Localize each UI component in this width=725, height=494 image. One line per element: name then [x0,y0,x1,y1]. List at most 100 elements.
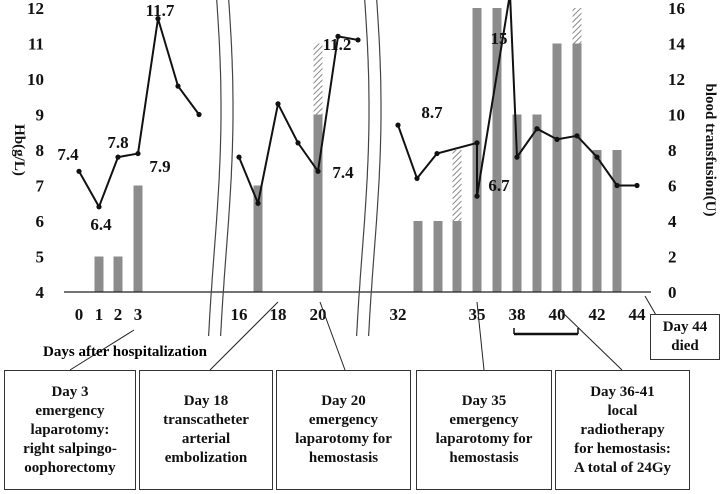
y-right-tick-label: 4 [668,212,677,231]
y-left-tick-label: 5 [36,248,45,267]
hb-point [315,168,321,174]
y-left-tick-label: 7 [36,177,45,196]
transfusion-bar-day-39 [552,43,562,292]
y-right-tick-label: 12 [668,70,685,89]
hb-point [255,200,261,206]
transfusion-bar-day-42 [612,150,622,292]
annotation-day-35: Day 35 emergency laparotomy for hemostas… [416,370,552,490]
hb-data-label: 7.9 [149,157,170,176]
hb-point [395,122,401,128]
y-left-tick-label: 4 [36,283,45,302]
hb-point [474,140,480,146]
transfusion-bar-day-34 [452,221,462,292]
hb-point [76,168,82,174]
hb-data-label: 11.2 [323,35,352,54]
hb-point [155,16,161,22]
axis-break-1-line-a [208,0,222,337]
hb-point [355,37,361,43]
y-right-tick-label: 14 [668,35,686,54]
x-tick-label: 18 [270,305,287,324]
hb-data-label: 11.7 [146,1,175,20]
y-left-tick-label: 11 [28,35,44,54]
annotation-day-36-41: Day 36-41 local radiotherapy for hemosta… [555,370,690,490]
annotation-day-20: Day 20 emergency laparotomy for hemostas… [276,370,411,490]
transfusion-bar-hatched-day-40 [572,8,582,44]
y-right-tick-label: 8 [668,141,677,160]
transfusion-bar-day-36 [492,8,502,292]
x-tick-label: 1 [95,305,104,324]
hb-data-label: 6.7 [488,176,510,195]
hb-point [554,136,560,142]
y-right-tick-label: 10 [668,106,685,125]
hb-point [175,83,181,89]
transfusion-bar-hatched-day-20 [313,43,323,115]
annotation-day-3: Day 3 emergency laparotomy: right salpin… [4,370,136,490]
x-tick-label: 44 [629,305,647,324]
transfusion-bar-day-20 [313,114,323,292]
hb-point [335,33,341,40]
x-tick-label: 32 [390,305,407,324]
hb-point [295,140,301,146]
hb-point [275,101,281,107]
hb-point [414,175,420,181]
annotation-leader-line [209,301,279,371]
hb-point [236,154,242,160]
transfusion-bar-day-38 [532,114,542,292]
x-axis-title: Days after hospitalization [43,344,208,360]
x-tick-label: 35 [469,305,486,324]
y-left-tick-label: 8 [36,141,45,160]
x-tick-label: 16 [231,305,248,324]
axis-break-2-line-a [356,0,370,337]
hb-line-segment-1 [78,18,200,210]
hb-data-label: 7.8 [107,133,128,152]
x-tick-label: 40 [549,305,566,324]
hb-point [434,150,440,157]
y-left-tick-label: 12 [27,0,44,18]
death-note: Day 44 died [650,314,720,360]
y-axis-left-title: Hb(g/L) [11,124,27,176]
annotation-leader-line [69,329,135,371]
axis-break-1-line-b [220,0,234,337]
y-right-tick-label: 0 [668,283,677,302]
x-tick-label: 42 [589,305,606,324]
hb-point [135,150,141,157]
axis-break-2-line-b [368,0,382,337]
transfusion-bar-day-41 [592,150,602,292]
annotation-leader-line [319,301,346,371]
hb-point [115,154,121,160]
y-right-tick-label: 6 [668,177,677,196]
y-right-tick-label: 16 [668,0,685,18]
annotation-day-18: Day 18 transcatheter arterial embolizati… [139,370,273,490]
hb-point [96,204,102,210]
hb-data-label: 15 [491,29,508,48]
hb-point [634,182,640,189]
x-tick-label: 0 [75,305,84,324]
hb-point [594,154,600,160]
x-tick-label: 38 [509,305,526,324]
hb-data-label: 6.4 [90,215,112,234]
hb-point [474,193,480,199]
hb-point [574,133,580,139]
transfusion-bar-day-2 [113,256,123,292]
transfusion-bar-day-37 [512,114,522,292]
transfusion-bar-day-17 [253,185,263,292]
transfusion-bar-day-40 [572,43,582,292]
y-left-tick-label: 6 [36,212,45,231]
transfusion-bar-hatched-day-34 [452,150,462,221]
transfusion-bar-day-1 [94,256,104,292]
x-tick-label: 20 [310,305,327,324]
transfusion-bar-day-3 [133,185,143,292]
y-left-tick-label: 9 [36,106,45,125]
hb-data-label: 7.4 [57,145,79,164]
hb-point [614,182,620,189]
hb-point [534,126,540,132]
transfusion-bar-day-33 [433,221,443,292]
y-right-tick-label: 2 [668,248,677,267]
hb-point [196,111,202,118]
y-axis-right-title: blood transfusion(U) [702,84,718,217]
hb-data-label: 8.7 [421,103,443,122]
y-left-tick-label: 10 [27,70,44,89]
annotation-leader-line [559,309,623,371]
x-tick-label: 3 [134,305,143,324]
